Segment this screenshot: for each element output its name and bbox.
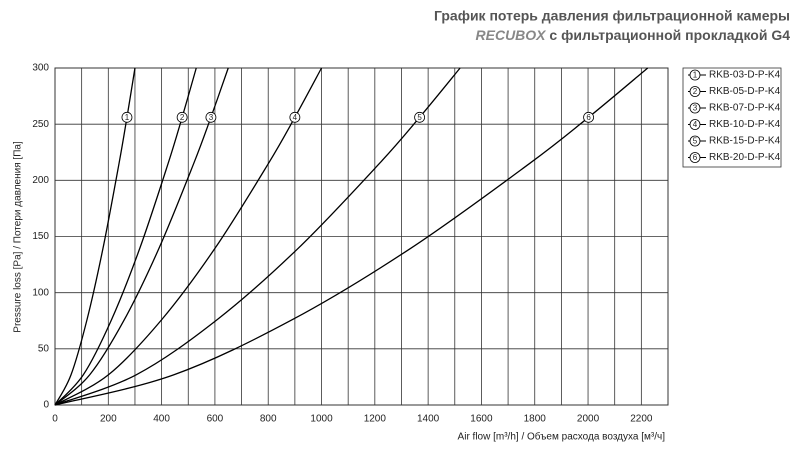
curve-label-circle bbox=[289, 111, 301, 123]
plot-frame bbox=[54, 67, 669, 406]
legend-label-circle bbox=[689, 119, 701, 130]
curve-label-circle bbox=[121, 111, 133, 123]
legend-box bbox=[682, 67, 782, 168]
x-tick-label: 1600 bbox=[470, 414, 493, 425]
curve-label-circle bbox=[414, 111, 426, 123]
x-tick-label: 1000 bbox=[310, 414, 333, 425]
curve-label: 1 bbox=[125, 113, 130, 122]
legend-label-circle bbox=[689, 102, 701, 114]
curve-label-circle bbox=[583, 111, 594, 123]
y-tick-label: 0 bbox=[43, 400, 49, 411]
x-tick-label: 2000 bbox=[577, 414, 600, 425]
x-axis-label: Air flow [m³/h] / Объем расхода воздуха … bbox=[458, 431, 666, 443]
curve-label: 5 bbox=[417, 113, 422, 122]
curve-label: 2 bbox=[180, 113, 185, 122]
x-tick-label: 0 bbox=[52, 414, 58, 425]
curve-label: 4 bbox=[293, 113, 298, 122]
y-axis-label: Pressure loss [Pa] / Потери давления [Па… bbox=[13, 141, 24, 333]
y-tick-label: 250 bbox=[32, 119, 49, 130]
legend-label-circle bbox=[689, 135, 701, 147]
curve-label: 6 bbox=[586, 113, 591, 122]
x-tick-label: 400 bbox=[153, 414, 170, 425]
y-tick-label: 100 bbox=[32, 287, 49, 298]
legend-label-circle bbox=[689, 152, 701, 163]
x-tick-label: 200 bbox=[100, 414, 117, 425]
y-tick-label: 200 bbox=[32, 175, 49, 186]
legend-entry: RKB-20-D-P-K4 bbox=[709, 152, 781, 163]
y-tick-label: 150 bbox=[32, 231, 49, 242]
brand: RECUBOX bbox=[476, 27, 548, 43]
legend-label: 1 bbox=[693, 71, 698, 80]
x-tick-label: 800 bbox=[260, 414, 277, 425]
legend-label: 5 bbox=[693, 137, 698, 146]
legend-label: 6 bbox=[693, 153, 698, 162]
curve-label-circle bbox=[205, 111, 217, 123]
series-line bbox=[54, 67, 649, 406]
legend-label: 4 bbox=[693, 120, 698, 129]
x-tick-label: 1400 bbox=[417, 414, 440, 425]
legend-entry: RKB-03-D-P-K4 bbox=[709, 70, 781, 81]
legend-label-circle bbox=[689, 86, 701, 97]
y-tick-label: 300 bbox=[32, 63, 49, 74]
legend-label: 2 bbox=[693, 87, 698, 96]
curve-label: 3 bbox=[209, 113, 214, 122]
x-tick-label: 600 bbox=[207, 414, 224, 425]
legend-label-circle bbox=[689, 69, 701, 81]
legend-label: 3 bbox=[693, 104, 698, 113]
legend-entry: RKB-15-D-P-K4 bbox=[709, 136, 781, 147]
chart-title: График потерь давления фильтрационной ка… bbox=[434, 8, 790, 24]
x-tick-label: 2200 bbox=[630, 414, 653, 425]
legend-entry: RKB-10-D-P-K4 bbox=[709, 119, 781, 130]
x-tick-label: 1200 bbox=[364, 414, 387, 425]
legend-entry: RKB-05-D-P-K4 bbox=[709, 86, 781, 97]
chart-subtitle: RECUBOX с фильтрационной прокладкой G4 bbox=[476, 27, 791, 43]
curve-label-circle bbox=[176, 111, 188, 123]
legend-entry: RKB-07-D-P-K4 bbox=[709, 103, 781, 114]
y-tick-label: 50 bbox=[38, 343, 50, 354]
subtitle-text: с фильтрационной прокладкой G4 bbox=[549, 27, 790, 43]
x-tick-label: 1800 bbox=[524, 414, 547, 425]
